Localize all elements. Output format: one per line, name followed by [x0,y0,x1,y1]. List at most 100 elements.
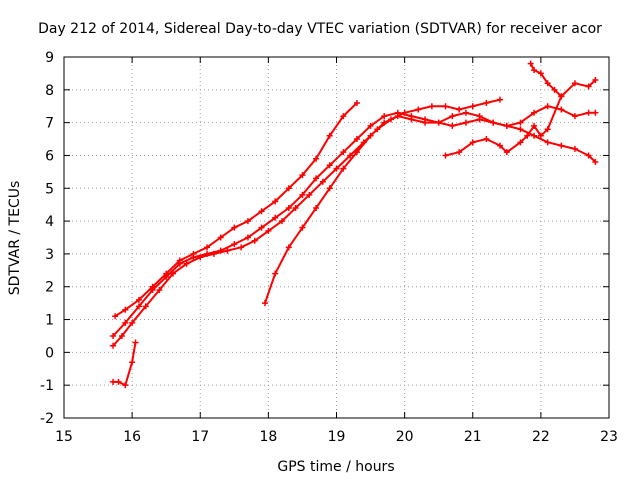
data-point-marker [333,165,340,172]
data-point-marker [129,319,136,326]
data-point-marker [490,119,497,126]
data-point-marker [129,359,136,366]
data-point-marker [497,142,503,149]
data-point-marker [122,306,129,313]
data-point-marker [183,260,190,267]
data-point-marker [571,145,578,152]
x-tick-label: 20 [396,429,414,445]
data-point-marker [503,122,510,129]
data-point-marker [353,99,360,106]
data-point-marker [503,149,510,156]
data-point-marker [261,300,268,307]
data-point-marker [558,106,565,113]
data-point-marker [135,296,142,303]
data-point-marker [340,113,347,120]
data-point-marker [497,96,503,103]
data-point-marker [544,126,551,133]
data-point-marker [592,159,599,166]
x-tick-label: 23 [600,429,618,445]
data-point-marker [531,132,538,139]
x-tick-label: 17 [191,429,209,445]
series-group [110,60,599,389]
data-point-marker [592,109,599,116]
data-point-marker [517,119,524,126]
y-tick-label: 0 [45,345,54,361]
data-point-marker [149,287,156,294]
data-point-marker [190,254,197,261]
data-point-marker [367,122,374,129]
data-point-marker [592,76,599,83]
series-arc-3 [110,96,503,349]
data-point-marker [244,218,251,225]
data-point-marker [217,234,224,241]
data-point-marker [381,119,388,126]
data-point-marker [551,86,558,93]
data-point-marker [544,103,551,110]
data-point-marker [442,103,449,110]
y-tick-label: 2 [45,280,54,296]
x-tick-label: 22 [532,429,550,445]
series-arc-2 [110,109,599,339]
series-line [264,105,597,305]
data-point-marker [313,204,320,211]
data-point-marker [204,244,211,251]
data-point-marker [251,237,258,244]
data-point-marker [224,247,231,254]
data-point-marker [306,191,313,198]
data-point-marker [115,378,122,385]
data-point-marker [326,185,333,192]
data-point-marker [210,250,217,257]
data-point-marker [381,113,388,120]
data-point-marker [531,122,538,129]
chart-title: Day 212 of 2014, Sidereal Day-to-day VTE… [38,21,602,37]
data-point-marker [326,162,333,169]
data-point-marker [476,113,483,120]
data-point-marker [544,80,551,87]
data-point-marker [340,149,347,156]
y-axis-title: SDTVAR / TECUs [7,181,23,296]
data-point-marker [585,83,592,90]
data-point-marker [326,132,333,139]
data-point-marker [571,113,578,120]
data-point-marker [435,119,442,126]
data-point-marker [442,152,449,159]
data-point-marker [353,136,360,143]
data-point-marker [428,103,435,110]
data-point-marker [531,109,538,116]
series-arc-7 [527,60,565,100]
data-point-marker [462,119,469,126]
data-point-marker [285,185,292,192]
data-point-marker [517,139,524,146]
data-point-marker [122,382,129,389]
data-point-marker [524,132,531,139]
data-point-marker [258,224,265,231]
data-point-marker [449,122,456,129]
y-tick-label: 7 [45,116,54,132]
data-point-marker [163,273,170,280]
series-line [114,101,358,318]
data-point-marker [272,270,279,277]
data-point-marker [456,149,463,156]
data-point-marker [292,204,299,211]
data-point-marker [449,113,456,120]
series-line [112,111,597,337]
y-tick-label: 3 [45,247,54,263]
data-point-marker [110,332,117,339]
data-point-marker [272,198,279,205]
data-point-marker [517,126,524,133]
data-point-marker [112,313,119,320]
data-point-marker [408,116,415,123]
data-point-marker [122,319,129,326]
data-point-marker [197,254,204,261]
data-point-marker [176,260,183,267]
y-tick-label: 8 [45,83,54,99]
data-point-marker [265,227,272,234]
y-tick-label: 5 [45,181,54,197]
data-point-marker [527,60,534,67]
data-point-marker [238,244,245,251]
data-point-marker [558,93,565,100]
x-axis-title: GPS time / hours [277,459,394,475]
data-point-marker [456,106,463,113]
